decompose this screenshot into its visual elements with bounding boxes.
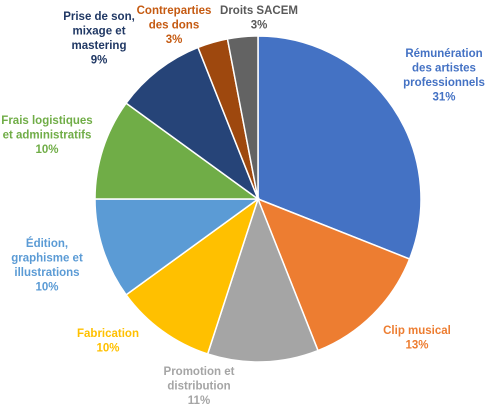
slice-label-8: Contreparties des dons 3% bbox=[137, 5, 212, 46]
slice-label-7: Prise de son, mixage et mastering 9% bbox=[63, 11, 135, 67]
slice-label-9: Droits SACEM 3% bbox=[220, 5, 298, 32]
slice-label-6: Frais logistiques et administratifs 10% bbox=[1, 115, 92, 156]
slice-category-line: graphisme et bbox=[11, 253, 83, 265]
slice-label-1: Rémunération des artistes professionnels 31… bbox=[403, 48, 485, 104]
slice-label-2: Clip musical 13% bbox=[383, 325, 451, 352]
slice-category-line: illustrations bbox=[14, 267, 79, 279]
slice-category-line: Promotion et bbox=[164, 366, 235, 378]
slice-labels: Rémunération des artistes professionnels 31… bbox=[1, 5, 485, 407]
slice-category-line: distribution bbox=[167, 381, 230, 393]
pie-slice-6 bbox=[94, 102, 261, 200]
slice-category-line: Prise de son, bbox=[63, 11, 135, 23]
slice-label-4: Fabrication 10% bbox=[77, 328, 139, 355]
slice-category-line: Clip musical bbox=[383, 325, 451, 337]
slice-category-line: Contreparties bbox=[137, 5, 212, 17]
slice-category-line: Frais logistiques bbox=[1, 115, 92, 127]
slice-label-5: Édition, graphisme et illustrations 10% bbox=[11, 237, 83, 294]
slice-category-line: Fabrication bbox=[77, 328, 139, 340]
slice-percent: 13% bbox=[405, 340, 428, 352]
slice-label-3: Promotion et distribution 11% bbox=[164, 366, 235, 407]
pie-slices bbox=[94, 35, 422, 363]
slice-category-line: Édition, bbox=[26, 237, 68, 250]
slice-percent: 3% bbox=[251, 20, 268, 32]
slice-category-line: et administratifs bbox=[3, 130, 92, 142]
slice-category-line: mastering bbox=[72, 40, 127, 52]
slice-percent: 10% bbox=[35, 144, 58, 156]
slice-category-line: Rémunération bbox=[405, 48, 482, 60]
slice-percent: 10% bbox=[96, 343, 119, 355]
slice-category-line: mixage et bbox=[72, 26, 125, 38]
pie-slice-4 bbox=[125, 197, 260, 355]
slice-percent: 10% bbox=[35, 282, 58, 294]
slice-percent: 31% bbox=[432, 92, 455, 104]
slice-percent: 3% bbox=[166, 34, 183, 46]
slice-percent: 11% bbox=[188, 395, 210, 407]
slice-category-line: des artistes bbox=[412, 63, 476, 75]
slice-percent: 9% bbox=[91, 55, 108, 67]
pie-slice-5 bbox=[94, 198, 261, 296]
pie-slice-3 bbox=[206, 196, 319, 363]
slice-category-line: professionnels bbox=[403, 77, 485, 89]
pie-slice-2 bbox=[256, 197, 411, 352]
slice-category-line: Droits SACEM bbox=[220, 5, 298, 17]
pie-slice-9 bbox=[226, 35, 259, 200]
slice-category-line: des dons bbox=[149, 20, 199, 32]
pie-slice-1 bbox=[257, 35, 422, 260]
pie-slice-7 bbox=[125, 46, 260, 202]
